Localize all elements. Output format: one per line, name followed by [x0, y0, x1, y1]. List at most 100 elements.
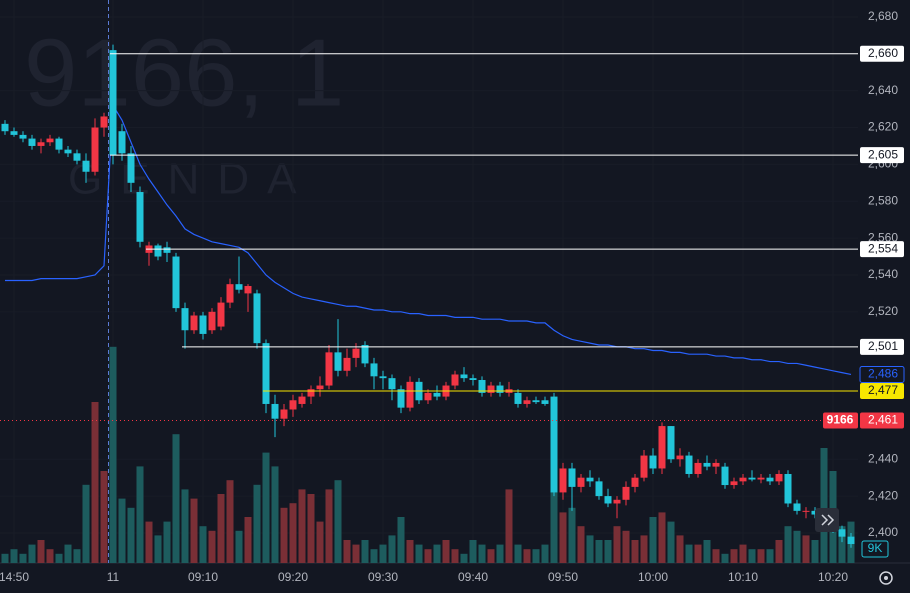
candle-body [667, 426, 675, 460]
volume-bar [613, 526, 621, 563]
candle-body [136, 192, 144, 242]
candle-body [784, 473, 792, 504]
volume-bar [658, 512, 666, 563]
y-tick-label: 2,520 [868, 304, 898, 318]
volume-bar [631, 540, 639, 563]
candle-body [244, 286, 252, 294]
volume-bar [586, 535, 594, 563]
level-label: 2,501 [868, 339, 898, 353]
volume-bar [514, 544, 522, 563]
candle-body [154, 245, 162, 257]
level-label: 2,477 [868, 383, 898, 397]
candle-body [253, 293, 261, 344]
volume-bar [244, 517, 252, 563]
volume-bar [487, 549, 495, 563]
candle-body [226, 284, 234, 303]
volume-bar [532, 549, 540, 563]
volume-bar [190, 498, 198, 563]
level-label: 2,660 [868, 46, 898, 60]
candle-body [343, 357, 351, 371]
candle-body [595, 481, 603, 497]
level-label-box [860, 241, 904, 258]
volume-bar [478, 544, 486, 563]
y-tick-label: 2,540 [868, 267, 898, 281]
candle-body [298, 396, 306, 404]
volume-label: 9K [868, 541, 883, 555]
scroll-button[interactable] [815, 508, 839, 532]
y-tick-label: 2,620 [868, 120, 898, 134]
volume-bar [208, 530, 216, 563]
candle-body [163, 247, 171, 253]
last-price-box [860, 412, 904, 429]
candle-body [37, 142, 45, 146]
candle-body [487, 385, 495, 393]
volume-bar [181, 489, 189, 563]
candle-body [235, 284, 243, 290]
volume-bar [649, 517, 657, 563]
volume-bar [154, 535, 162, 563]
volume-bar [118, 498, 126, 563]
volume-bar [406, 540, 414, 563]
candle-body [766, 477, 774, 482]
volume-bar [334, 480, 342, 563]
candle-body [334, 352, 342, 371]
vwap-line [5, 103, 852, 376]
volume-bar [235, 530, 243, 563]
volume-bar [298, 489, 306, 563]
candle-body [289, 400, 297, 410]
x-tick-label: 14:50 [0, 570, 29, 584]
candle-body [262, 343, 270, 404]
volume-bar [352, 544, 360, 563]
volume-bar [838, 526, 846, 563]
candle-body [478, 380, 486, 393]
candle-body [514, 392, 522, 404]
volume-bar [604, 540, 612, 563]
volume-bar [748, 549, 756, 563]
volume-bar [28, 544, 36, 563]
candle-body [19, 134, 27, 139]
candle-body [181, 308, 189, 331]
x-tick-label: 10:10 [728, 570, 758, 584]
candle-body [685, 455, 693, 474]
settings-button[interactable] [879, 571, 893, 585]
candle-body [208, 311, 216, 331]
volume-bar [595, 540, 603, 563]
candle-body [739, 477, 747, 482]
level-label: 2,605 [868, 147, 898, 161]
candle-body [1, 123, 9, 132]
x-tick-label: 09:30 [368, 570, 398, 584]
volume-bar [721, 553, 729, 563]
candle-body [190, 315, 198, 331]
x-tick-label: 09:20 [278, 570, 308, 584]
volume-bar [379, 544, 387, 563]
y-tick-label: 2,420 [868, 488, 898, 502]
candle-body [532, 400, 540, 403]
candle-body [361, 344, 369, 364]
volume-bar [820, 448, 828, 563]
volume-bar [541, 544, 549, 563]
candle-body [91, 127, 99, 172]
y-tick-label: 2,400 [868, 525, 898, 539]
candle-body [271, 403, 279, 419]
volume-bar [730, 549, 738, 563]
volume-bar [775, 540, 783, 563]
symbol-label: 9166 [827, 413, 854, 427]
candle-body [757, 477, 765, 480]
candle-body [793, 503, 801, 511]
candle-body [127, 153, 135, 183]
volume-bar [46, 549, 54, 563]
volume-bar [1, 553, 9, 563]
y-tick-label: 2,640 [868, 83, 898, 97]
volume-bar [91, 402, 99, 563]
volume-bar [766, 549, 774, 563]
volume-bar [496, 544, 504, 563]
volume-bar [307, 494, 315, 563]
volume-bar [226, 480, 234, 563]
candle-body [397, 389, 405, 408]
candle-body [307, 389, 315, 397]
volume-bar [469, 540, 477, 563]
volume-bar [37, 540, 45, 563]
candle-body [613, 499, 621, 504]
